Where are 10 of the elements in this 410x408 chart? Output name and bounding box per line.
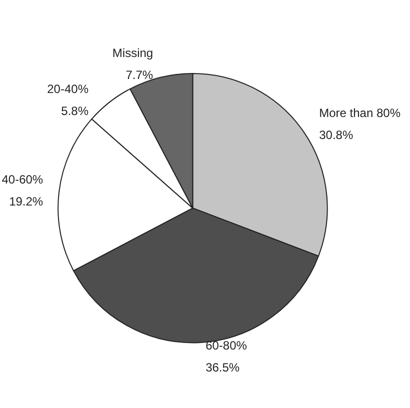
data-label: 5.8%: [61, 104, 89, 118]
slice-label: 20-40%: [47, 82, 89, 96]
slice-label: 40-60%: [2, 172, 44, 186]
data-label: 7.7%: [126, 68, 154, 82]
slice-label: 60-80%: [206, 338, 248, 352]
data-label: 19.2%: [9, 194, 44, 208]
slice-label: More than 80%: [319, 106, 401, 120]
data-label: 30.8%: [319, 128, 354, 142]
data-label: 36.5%: [206, 360, 240, 374]
slice-label: Missing: [112, 46, 154, 60]
